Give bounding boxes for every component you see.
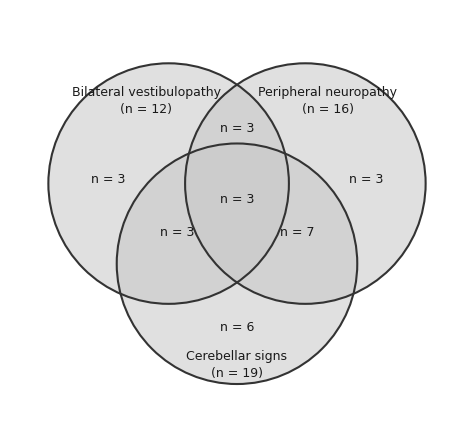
Text: n = 3: n = 3 (220, 122, 254, 135)
Text: n = 3: n = 3 (91, 173, 126, 186)
Circle shape (48, 63, 289, 304)
Text: Peripheral neuropathy
(n = 16): Peripheral neuropathy (n = 16) (258, 86, 397, 116)
Circle shape (185, 63, 426, 304)
Text: n = 7: n = 7 (280, 227, 314, 239)
Circle shape (117, 143, 357, 384)
Text: Bilateral vestibulopathy
(n = 12): Bilateral vestibulopathy (n = 12) (72, 86, 221, 116)
Text: n = 3: n = 3 (348, 173, 383, 186)
Text: Cerebellar signs
(n = 19): Cerebellar signs (n = 19) (186, 350, 288, 380)
Text: n = 3: n = 3 (160, 227, 194, 239)
Text: n = 3: n = 3 (220, 193, 254, 206)
Text: n = 6: n = 6 (220, 321, 254, 333)
